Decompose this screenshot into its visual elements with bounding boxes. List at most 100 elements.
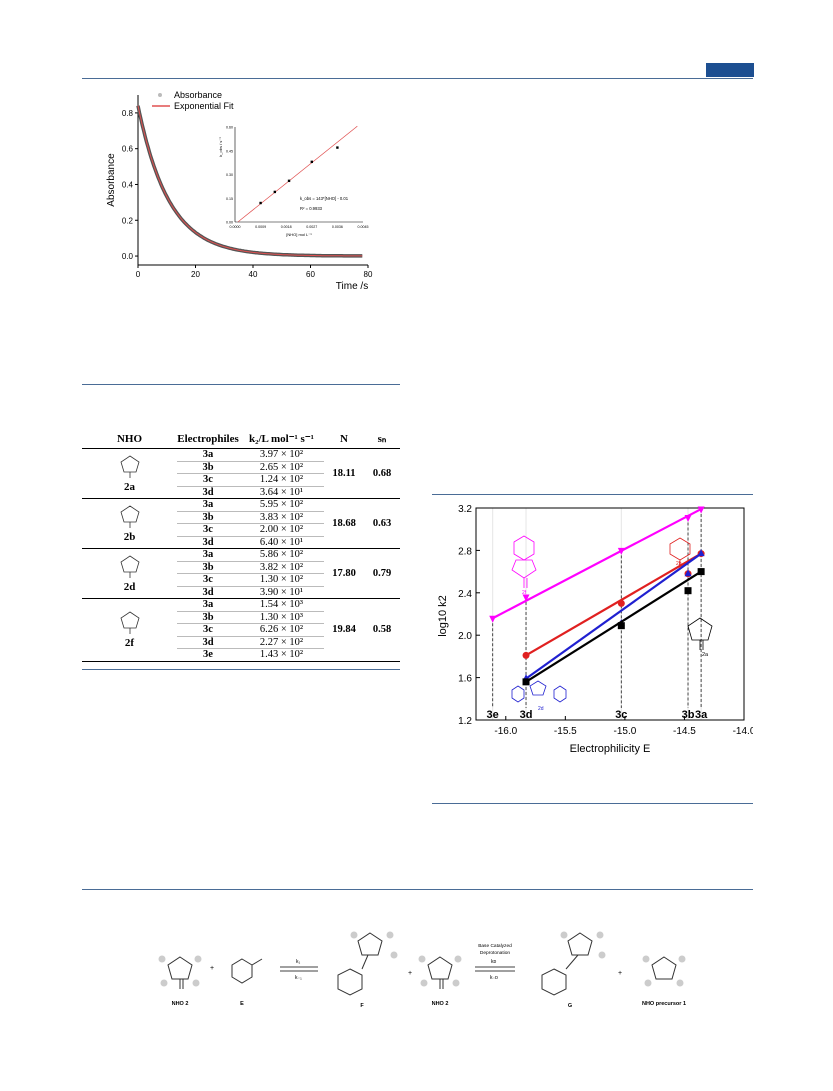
- inset-point: [259, 201, 262, 205]
- marker-label-3d: 3d: [520, 709, 533, 721]
- x-tick-label: -15.0: [613, 726, 636, 737]
- electrophile-cell: 3e: [177, 648, 239, 662]
- x-tick-labels: 0 20 40 60 80: [136, 265, 373, 279]
- k2-cell: 2.65 × 10²: [239, 461, 324, 474]
- electrophilicity-correlation-chart: 1.21.62.02.42.83.2 -16.0 -15.5 -15.0 -14.5-…: [437, 504, 753, 755]
- x-tick-label: -14.0: [733, 726, 753, 737]
- series-line-2f: [492, 508, 702, 620]
- k2-cell: 6.40 × 10¹: [239, 536, 324, 549]
- n-cell: 18.68: [324, 498, 364, 549]
- series-line-2d: [525, 552, 702, 680]
- series-2f: [489, 506, 705, 623]
- base-text-2: Deprotonation: [480, 950, 510, 956]
- point-2f: [617, 547, 625, 555]
- inset-fit-line: [237, 125, 358, 223]
- table-row: 2f 3a 1.54 × 10³ 19.84 0.58: [82, 598, 400, 662]
- kd-label: kᴅ: [491, 959, 497, 965]
- series-line-2a: [525, 570, 702, 683]
- equilibrium-arrows-kd: [475, 966, 515, 972]
- nho-structure: [120, 455, 139, 478]
- x-tick-label: 0: [136, 270, 141, 279]
- series-2d: [522, 549, 705, 682]
- series-2a: [522, 568, 705, 686]
- inset-x-tick-label: 0.0000: [230, 225, 241, 229]
- inset-x-label: [NHO] mol L⁻¹: [286, 232, 312, 237]
- label-nho-precursor: NHO precursor 1: [642, 1001, 686, 1007]
- electrophile-markers: 3e 3d 3c 3b 3a: [487, 509, 708, 721]
- y-tick-label: 2.4: [458, 589, 472, 600]
- y-tick-label: 1.2: [458, 716, 472, 727]
- point-2f: [684, 515, 692, 523]
- kmd-label: k₋ᴅ: [490, 975, 498, 981]
- k2-cell: 1.24 × 10²: [239, 473, 324, 487]
- k2-cell: 1.30 × 10³: [239, 611, 324, 624]
- structure-2b: 2b: [669, 537, 691, 568]
- col-sn: sₙ: [364, 430, 400, 449]
- point-2b: [617, 599, 625, 607]
- col-k2: k₂/L mol⁻¹ s⁻¹: [239, 430, 324, 449]
- y-tick-label: 0.8: [122, 109, 134, 118]
- inset-point: [336, 146, 339, 149]
- x-tick-label: -15.5: [554, 726, 577, 737]
- table-row: 3d 3.64 × 10¹: [82, 486, 400, 499]
- nho-label: 2f: [124, 636, 135, 649]
- table-row: 3b 2.65 × 10²: [82, 461, 400, 474]
- y-tick-label: 2.8: [458, 546, 472, 557]
- point-2a: [697, 568, 705, 576]
- inset-y-tick-labels: 0.00 0.15 0.30 0.45 0.60: [226, 126, 233, 225]
- electrophile-cell: 3a: [177, 598, 239, 612]
- k1-label: k₁: [296, 959, 301, 965]
- inset-y-tick-label: 0.45: [226, 149, 233, 153]
- electrophile-cell: 3a: [177, 448, 239, 462]
- marker-label-3a: 3a: [695, 709, 708, 721]
- point-2d: [697, 549, 705, 557]
- label-nho2-left: NHO 2: [172, 1001, 189, 1007]
- k2-cell: 2.27 × 10²: [239, 636, 324, 649]
- x-tick-label: -16.0: [494, 726, 517, 737]
- inset-point: [273, 190, 277, 194]
- y-tick-label: 0.6: [122, 145, 134, 154]
- chart-series: [489, 506, 705, 686]
- electrophile-cell: 3c: [177, 623, 239, 637]
- inset-x-tick-label: 0.0018: [281, 225, 292, 229]
- structure-2a: 2a: [687, 617, 713, 658]
- label-2b: 2b: [676, 561, 682, 567]
- y-axis-label: log10 k2: [437, 595, 449, 637]
- exponential-fit-line: [137, 105, 363, 257]
- k2-cell: 3.82 × 10²: [239, 561, 324, 574]
- table-bottom-rule: [82, 669, 400, 670]
- label-f: F: [360, 1003, 364, 1009]
- sn-cell: 0.58: [364, 598, 400, 662]
- base-text-1: Base Catalyzed: [478, 943, 512, 949]
- x-tick-label: 40: [249, 270, 258, 279]
- y-tick-label: 1.6: [458, 674, 472, 685]
- journal-badge: [706, 63, 754, 77]
- y-tick-label: 0.2: [122, 216, 134, 225]
- inset-y-tick-label: 0.15: [226, 197, 233, 201]
- legend-exponential-fit: Exponential Fit: [174, 101, 234, 111]
- point-2f: [489, 615, 497, 623]
- n-cell: 17.80: [324, 548, 364, 599]
- electrophile-cell: 3a: [177, 548, 239, 562]
- rate-constant-table: NHO Electrophiles k₂/L mol⁻¹ s⁻¹ N sₙ 2a…: [82, 430, 400, 662]
- equilibrium-arrows-k1: [280, 966, 318, 972]
- k2-cell: 3.83 × 10²: [239, 511, 324, 524]
- electrophile-cell: 3c: [177, 573, 239, 587]
- nho-structure: [120, 611, 139, 635]
- electrophile-cell: 3c: [177, 523, 239, 537]
- electrophile-structure: [231, 958, 263, 984]
- table-row: 3d 3.90 × 10¹: [82, 586, 400, 599]
- plus-1: +: [210, 965, 214, 972]
- electrophile-cell: 3b: [177, 561, 239, 574]
- inset-y-tick-label: 0.00: [226, 221, 233, 225]
- k2-cell: 5.86 × 10²: [239, 548, 324, 562]
- y-tick-label: 2.0: [458, 631, 472, 642]
- inset-point: [310, 160, 313, 164]
- point-2a: [522, 678, 530, 686]
- k2-cell: 6.26 × 10²: [239, 623, 324, 637]
- table-row: 3c 6.26 × 10²: [82, 623, 400, 637]
- nho2-structure-left: [158, 955, 202, 989]
- nho2-structure-right: [418, 955, 462, 989]
- nho-precursor-structure: [642, 955, 686, 987]
- table-row: 2a 3a 3.97 × 10² 18.11 0.68: [82, 448, 400, 499]
